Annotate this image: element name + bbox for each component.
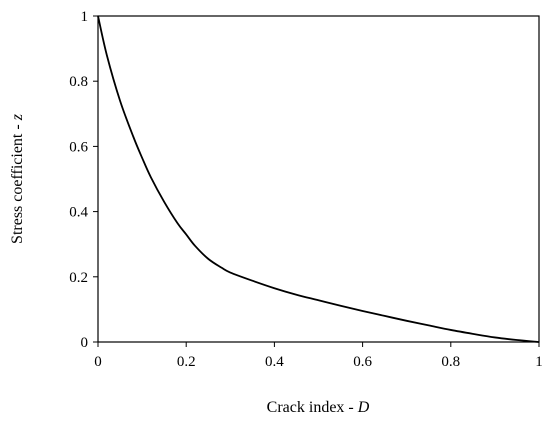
x-tick-label: 1 <box>535 354 543 370</box>
y-axis-label: Stress coefficient - z <box>9 113 26 244</box>
y-tick-label: 1 <box>81 9 89 25</box>
x-tick-label: 0 <box>94 354 102 370</box>
x-tick-label: 0.2 <box>177 354 196 370</box>
y-axis-ticks: 0 0.2 0.4 0.6 0.8 1 <box>69 9 98 351</box>
plot-frame <box>97 15 540 343</box>
x-tick-label: 0.8 <box>441 354 460 370</box>
y-tick-label: 0.6 <box>69 139 88 155</box>
x-axis-label: Crack index - D <box>267 399 370 416</box>
y-tick-label: 0.2 <box>69 270 88 286</box>
y-tick-label: 0.8 <box>69 74 88 90</box>
y-tick-label: 0 <box>81 335 89 351</box>
y-tick-label: 0.4 <box>69 205 88 221</box>
x-axis-ticks: 0 0.2 0.4 0.6 0.8 1 <box>94 342 543 370</box>
x-tick-label: 0.4 <box>265 354 284 370</box>
series-line <box>97 15 540 343</box>
x-tick-label: 0.6 <box>353 354 372 370</box>
